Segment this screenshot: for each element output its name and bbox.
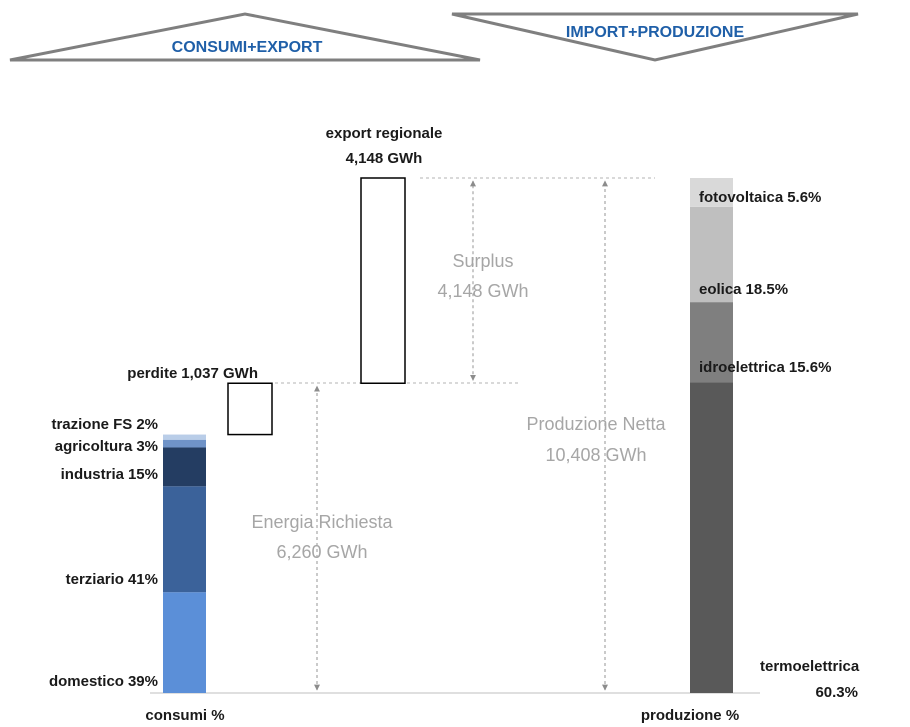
- production-label: termoelettrica: [760, 658, 860, 675]
- category: trazione FS: [51, 416, 132, 433]
- consumption-label: agricoltura 3%: [55, 438, 158, 455]
- consumption-segment: [163, 486, 206, 593]
- category: domestico: [49, 673, 124, 690]
- net-production-label-value: 10,408 GWh: [545, 445, 646, 465]
- value-label: 3%: [136, 438, 158, 455]
- production-segment: [690, 206, 733, 303]
- net-production-label: Produzione Netta: [526, 414, 666, 434]
- value-label: 39%: [128, 673, 158, 690]
- category: industria: [61, 466, 125, 483]
- production-label: idroelettrica 15.6%: [699, 359, 831, 376]
- losses-box: [227, 382, 273, 436]
- production-label: eolica 18.5%: [699, 281, 788, 298]
- consumption-segment: [163, 447, 206, 487]
- consumption-label: trazione FS 2%: [51, 416, 158, 433]
- value-label: 15.6%: [789, 359, 832, 376]
- production-label: fotovoltaica 5.6%: [699, 189, 821, 206]
- category: fotovoltaica: [699, 189, 784, 206]
- category: eolica: [699, 281, 742, 298]
- category: idroelettrica: [699, 359, 786, 376]
- consumption-label: industria 15%: [61, 466, 158, 483]
- consumption-label: terziario 41%: [66, 571, 158, 588]
- consumption-segment: [163, 592, 206, 693]
- demand-label: Energia Richiesta: [251, 512, 393, 532]
- value-label: 2%: [136, 416, 158, 433]
- header-left: CONSUMI+EXPORT: [172, 39, 323, 56]
- production-segment: [690, 302, 733, 383]
- value-label: 15%: [128, 466, 158, 483]
- axis-label: produzione %: [641, 707, 739, 724]
- value-label: 60.3%: [815, 684, 858, 701]
- export-box: [360, 177, 406, 384]
- losses-name: perdite: [127, 365, 177, 382]
- production-segment: [690, 178, 733, 207]
- value-label: 18.5%: [746, 281, 789, 298]
- header-shape: [451, 12, 859, 62]
- header-shape: [9, 12, 481, 62]
- value-label: 5.6%: [787, 189, 821, 206]
- losses-label: perdite 1,037 GWh: [127, 365, 258, 382]
- surplus-label-value: 4,148 GWh: [437, 281, 528, 301]
- losses-value: 1,037 GWh: [181, 365, 258, 382]
- consumption-segment: [163, 434, 206, 440]
- header-right: IMPORT+PRODUZIONE: [566, 24, 745, 41]
- surplus-label: Surplus: [452, 251, 513, 271]
- value-label: 41%: [128, 571, 158, 588]
- export-label: export regionale: [326, 125, 443, 142]
- export-label-value: 4,148 GWh: [346, 150, 423, 167]
- consumption-segment: [163, 439, 206, 448]
- category: terziario: [66, 571, 124, 588]
- production-segment: [690, 382, 733, 693]
- consumption-label: domestico 39%: [49, 673, 158, 690]
- axis-label: consumi %: [145, 707, 224, 724]
- demand-label-value: 6,260 GWh: [276, 542, 367, 562]
- category: agricoltura: [55, 438, 133, 455]
